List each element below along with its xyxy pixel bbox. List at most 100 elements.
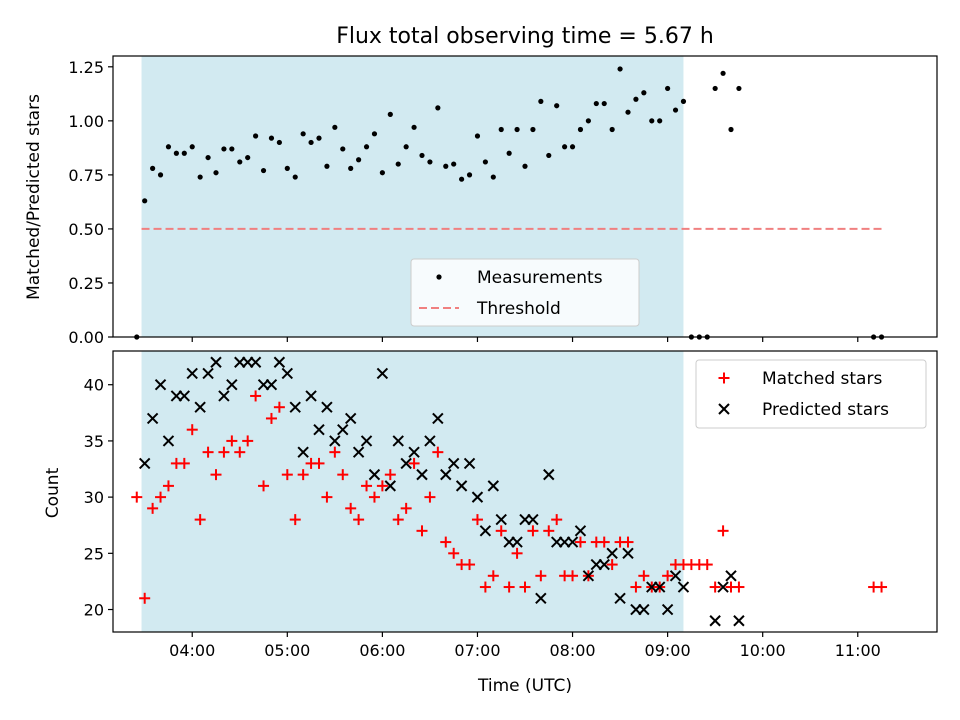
data-point: [546, 152, 552, 159]
data-point: [400, 457, 412, 470]
data-point: [218, 446, 230, 458]
data-point: [186, 424, 198, 436]
data-point: [733, 581, 745, 593]
data-point: [717, 525, 729, 537]
data-point: [566, 536, 579, 548]
data-point: [181, 150, 187, 156]
data-point: [672, 107, 679, 113]
y-tick-label: 1.25: [68, 58, 104, 77]
data-point: [260, 167, 267, 174]
data-point: [574, 525, 587, 537]
data-point: [348, 165, 354, 171]
data-point: [368, 491, 380, 503]
data-point: [514, 126, 520, 133]
x-tick-label: 08:00: [549, 641, 595, 660]
data-point: [273, 356, 286, 368]
data-point: [226, 435, 238, 447]
data-point: [506, 150, 512, 156]
data-point: [598, 536, 610, 548]
data-point: [210, 356, 222, 368]
data-point: [562, 144, 568, 150]
data-point: [464, 559, 476, 571]
data-point: [424, 435, 436, 447]
data-point: [709, 581, 721, 593]
data-point: [606, 559, 618, 571]
x-tick-label: 11:00: [835, 641, 881, 660]
bottom-series-predicted-stars: [138, 356, 745, 627]
data-point: [142, 198, 148, 204]
y-tick-label: 25: [84, 544, 104, 563]
data-point: [709, 615, 721, 627]
data-point: [384, 480, 397, 492]
data-point: [379, 170, 385, 176]
data-point: [479, 525, 492, 537]
data-point: [178, 457, 190, 469]
data-point: [416, 468, 428, 481]
data-point: [146, 412, 159, 425]
data-point: [194, 401, 206, 413]
data-point: [173, 150, 179, 156]
data-point: [300, 131, 306, 137]
data-point: [376, 367, 389, 380]
data-point: [593, 100, 599, 107]
data-point: [447, 457, 460, 470]
data-point: [353, 514, 365, 526]
data-point: [720, 70, 726, 76]
data-point: [178, 390, 191, 402]
data-point: [245, 154, 251, 161]
data-point: [662, 570, 674, 582]
data-point: [609, 126, 615, 133]
top-plot-frame: [112, 55, 938, 338]
bottom-panel: 20 25 30 35 40 04:00 05:00 06:00 07:00 08:00 09:00…: [84, 350, 938, 660]
data-point: [665, 85, 671, 92]
data-point: [308, 139, 314, 146]
y-tick-label: 0.75: [68, 166, 104, 185]
data-point: [384, 469, 396, 481]
data-point: [601, 100, 607, 107]
data-point: [677, 581, 690, 593]
data-point: [567, 570, 579, 582]
data-point: [641, 90, 647, 96]
bottom-observing-span: [141, 351, 684, 632]
data-point: [712, 85, 718, 92]
data-point: [361, 480, 373, 492]
data-point: [582, 570, 595, 582]
data-point: [535, 570, 547, 582]
data-point: [717, 581, 729, 593]
data-point: [625, 109, 631, 115]
data-point: [273, 401, 285, 413]
data-point: [653, 581, 666, 593]
y-tick-label: 40: [84, 376, 104, 395]
data-point: [213, 170, 219, 176]
legend-label: Predicted stars: [762, 400, 889, 420]
x-tick-label: 06:00: [359, 641, 405, 660]
data-point: [577, 126, 584, 133]
data-point: [316, 135, 322, 141]
data-point: [400, 502, 412, 514]
data-point: [503, 581, 515, 593]
data-point: [363, 144, 370, 150]
data-point: [305, 390, 317, 402]
data-point: [424, 491, 436, 503]
bottom-y-axis-label: Count: [43, 467, 63, 518]
x-tick-label: 07:00: [454, 641, 500, 660]
data-point: [725, 570, 737, 582]
data-point: [329, 446, 341, 458]
data-point: [459, 176, 465, 182]
data-point: [221, 146, 227, 152]
data-point: [337, 423, 349, 436]
data-point: [249, 356, 262, 368]
data-point: [387, 111, 393, 117]
data-point: [329, 435, 341, 447]
data-point: [495, 513, 507, 526]
data-point: [498, 126, 504, 133]
data-point: [340, 146, 346, 152]
data-point: [371, 131, 378, 137]
data-point: [535, 592, 547, 604]
y-tick-label: 0.25: [68, 274, 104, 293]
data-point: [638, 570, 650, 582]
data-point: [229, 146, 235, 152]
data-point: [194, 514, 206, 526]
legend-marker: [436, 274, 442, 280]
